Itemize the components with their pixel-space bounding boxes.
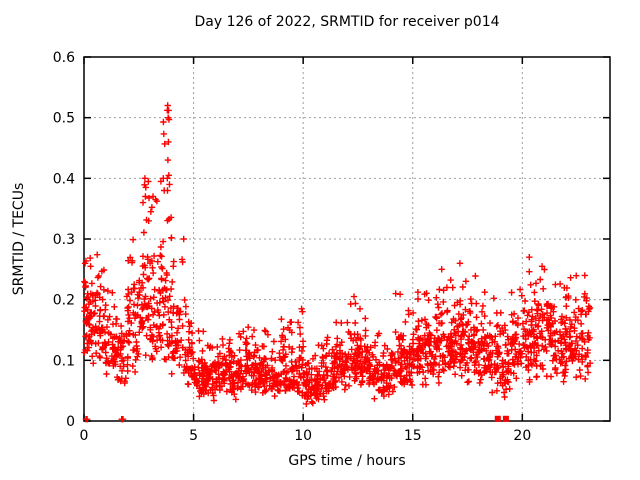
y-tick-label: 0.4 xyxy=(53,171,75,187)
x-tick-label: 10 xyxy=(294,428,312,444)
srmtid-data-points xyxy=(81,102,594,423)
y-tick-label: 0.5 xyxy=(53,111,75,127)
y-tick-label: 0 xyxy=(66,414,75,430)
x-tick-label: 0 xyxy=(80,428,89,444)
y-tick-label: 0.2 xyxy=(53,293,75,309)
y-tick-label: 0.6 xyxy=(53,50,75,66)
axes-border xyxy=(83,56,611,422)
x-tick-label: 5 xyxy=(189,428,198,444)
y-tick-label: 0.3 xyxy=(53,232,75,248)
y-tick-label: 0.1 xyxy=(53,353,75,369)
gridlines xyxy=(84,57,610,421)
x-axis-label: GPS time / hours xyxy=(288,453,406,469)
chart-title: Day 126 of 2022, SRMTID for receiver p01… xyxy=(194,14,500,30)
x-tick-label: 15 xyxy=(404,428,422,444)
tick-labels: 0 5 10 15 20 0 0.1 0.2 0.3 0.4 0.5 0.6 xyxy=(53,50,532,444)
flagged-data-squares xyxy=(494,415,509,422)
x-tick-label: 20 xyxy=(513,428,531,444)
